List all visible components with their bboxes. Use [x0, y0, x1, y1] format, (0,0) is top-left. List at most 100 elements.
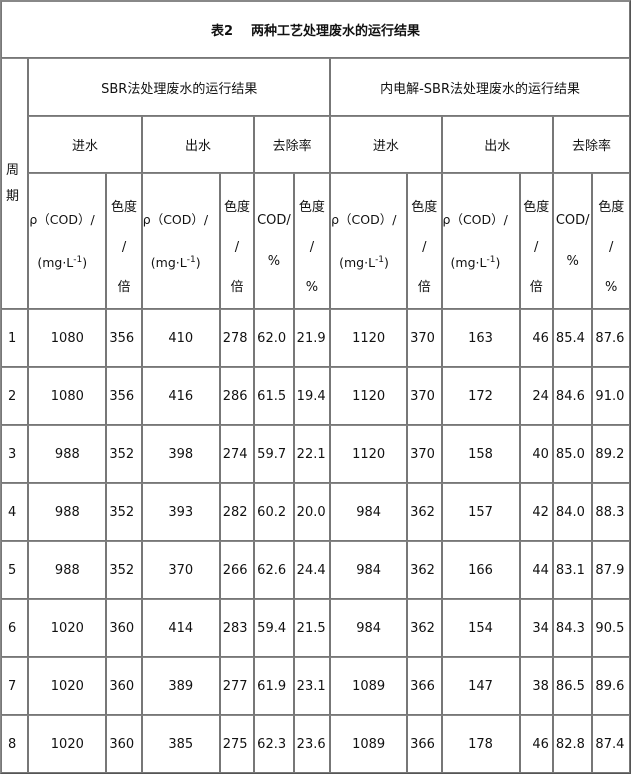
value-cell: 282: [219, 483, 255, 541]
value-cell: 20.0: [293, 483, 331, 541]
unit-header-influent-color: 色度 / 倍: [106, 173, 142, 309]
table-row: 4 988 352 393 282 60.2 20.0 984 362 157 42 84.0 88.3: [1, 483, 630, 541]
unit-header-cod-removal: COD/%: [552, 173, 593, 309]
value-cell: 385: [141, 715, 220, 773]
sub-header-effluent: 出水: [441, 116, 553, 173]
value-cell: 278: [219, 309, 255, 367]
value-cell: 23.1: [293, 657, 331, 715]
table-row: 5 988 352 370 266 62.6 24.4 984 362 166 44 83.1 87.9: [1, 541, 630, 599]
value-cell: 40: [519, 425, 553, 483]
value-cell: 61.5: [254, 367, 294, 425]
value-cell: 62.0: [254, 309, 294, 367]
value-cell: 87.9: [592, 541, 630, 599]
value-cell: 988: [28, 483, 107, 541]
value-cell: 1080: [28, 309, 107, 367]
value-cell: 1120: [330, 367, 408, 425]
value-cell: 59.7: [254, 425, 294, 483]
value-cell: 360: [106, 599, 142, 657]
sub-header-influent: 进水: [28, 116, 142, 173]
period-cell: 5: [1, 541, 29, 599]
period-cell: 1: [1, 309, 29, 367]
value-cell: 1089: [330, 715, 408, 773]
unit-header-cod-removal: COD/%: [254, 173, 294, 309]
value-cell: 90.5: [592, 599, 630, 657]
value-cell: 24.4: [293, 541, 331, 599]
value-cell: 34: [519, 599, 553, 657]
value-cell: 157: [441, 483, 520, 541]
unit-header-color-removal: 色度 /%: [293, 173, 331, 309]
sub-header-effluent: 出水: [141, 116, 255, 173]
value-cell: 266: [219, 541, 255, 599]
value-cell: 984: [330, 483, 408, 541]
value-cell: 366: [407, 657, 442, 715]
sub-header-removal: 去除率: [254, 116, 331, 173]
value-cell: 166: [441, 541, 520, 599]
value-cell: 88.3: [592, 483, 630, 541]
group-header-sbr: SBR法处理废水的运行结果: [28, 58, 331, 116]
value-cell: 163: [441, 309, 520, 367]
value-cell: 362: [407, 599, 442, 657]
value-cell: 21.5: [293, 599, 331, 657]
value-cell: 62.3: [254, 715, 294, 773]
value-cell: 62.6: [254, 541, 294, 599]
value-cell: 23.6: [293, 715, 331, 773]
unit-header-effluent-color: 色度 / 倍: [519, 173, 553, 309]
value-cell: 61.9: [254, 657, 294, 715]
value-cell: 147: [441, 657, 520, 715]
value-cell: 83.1: [552, 541, 593, 599]
value-cell: 416: [141, 367, 220, 425]
value-cell: 352: [106, 483, 142, 541]
sub-header-influent: 进水: [330, 116, 442, 173]
period-cell: 6: [1, 599, 29, 657]
group-header-ie-sbr: 内电解-SBR法处理废水的运行结果: [330, 58, 630, 116]
value-cell: 370: [141, 541, 220, 599]
table-row: 7 1020 360 389 277 61.9 23.1 1089 366 147 38 86.5 89…: [1, 657, 630, 715]
value-cell: 274: [219, 425, 255, 483]
value-cell: 414: [141, 599, 220, 657]
value-cell: 46: [519, 715, 553, 773]
value-cell: 356: [106, 367, 142, 425]
value-cell: 370: [407, 309, 442, 367]
value-cell: 1120: [330, 425, 408, 483]
value-cell: 85.0: [552, 425, 593, 483]
table-title: 表2 两种工艺处理废水的运行结果: [1, 1, 630, 58]
value-cell: 38: [519, 657, 553, 715]
value-cell: 356: [106, 309, 142, 367]
value-cell: 59.4: [254, 599, 294, 657]
period-cell: 3: [1, 425, 29, 483]
value-cell: 984: [330, 541, 408, 599]
value-cell: 44: [519, 541, 553, 599]
value-cell: 393: [141, 483, 220, 541]
value-cell: 91.0: [592, 367, 630, 425]
value-cell: 366: [407, 715, 442, 773]
value-cell: 42: [519, 483, 553, 541]
value-cell: 86.5: [552, 657, 593, 715]
value-cell: 60.2: [254, 483, 294, 541]
value-cell: 21.9: [293, 309, 331, 367]
value-cell: 1080: [28, 367, 107, 425]
value-cell: 988: [28, 541, 107, 599]
unit-header-effluent-cod: ρ（COD）/(mg·L-1): [141, 173, 220, 309]
value-cell: 286: [219, 367, 255, 425]
value-cell: 172: [441, 367, 520, 425]
value-cell: 275: [219, 715, 255, 773]
table-row: 6 1020 360 414 283 59.4 21.5 984 362 154 34 84.3 90.…: [1, 599, 630, 657]
table-title-text: 两种工艺处理废水的运行结果: [251, 24, 421, 39]
unit-header-influent-cod: ρ（COD）/(mg·L-1): [330, 173, 408, 309]
value-cell: 1020: [28, 715, 107, 773]
value-cell: 370: [407, 425, 442, 483]
value-cell: 22.1: [293, 425, 331, 483]
value-cell: 389: [141, 657, 220, 715]
value-cell: 398: [141, 425, 220, 483]
value-cell: 352: [106, 541, 142, 599]
value-cell: 410: [141, 309, 220, 367]
value-cell: 1020: [28, 657, 107, 715]
value-cell: 362: [407, 541, 442, 599]
value-cell: 360: [106, 657, 142, 715]
value-cell: 277: [219, 657, 255, 715]
value-cell: 84.3: [552, 599, 593, 657]
value-cell: 1089: [330, 657, 408, 715]
table-number: 表2: [210, 24, 234, 39]
value-cell: 283: [219, 599, 255, 657]
